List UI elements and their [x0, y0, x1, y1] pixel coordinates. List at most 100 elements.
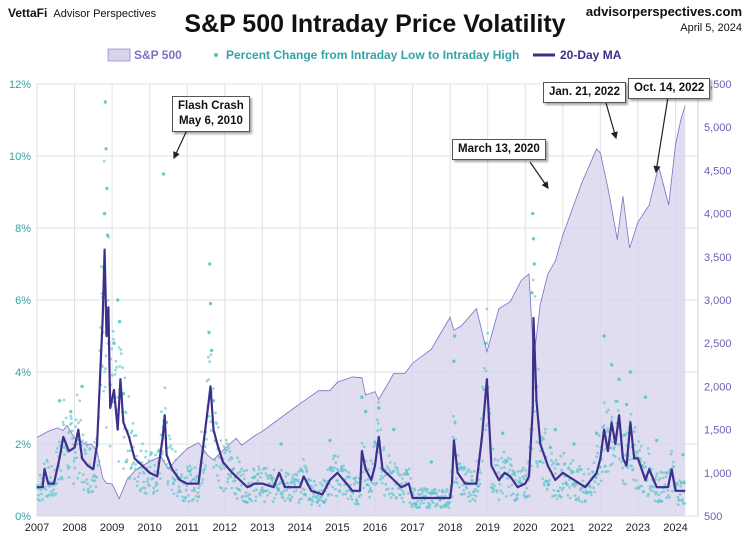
volatility-dot [434, 491, 438, 495]
volatility-dot [420, 499, 423, 502]
volatility-dot [491, 447, 495, 451]
volatility-dot [509, 457, 513, 461]
volatility-dot [652, 485, 655, 489]
y-left-tick-label: 10% [9, 151, 31, 163]
volatility-dot [253, 474, 257, 478]
volatility-dot [542, 481, 546, 485]
site-url[interactable]: advisorperspectives.com [585, 4, 742, 19]
volatility-dot [285, 488, 289, 492]
volatility-dot [406, 473, 410, 476]
volatility-dot [85, 478, 88, 481]
volatility-dot [599, 465, 602, 469]
volatility-dot [359, 493, 362, 497]
volatility-dot [479, 471, 482, 475]
volatility-dot [637, 486, 641, 490]
volatility-dot [523, 491, 526, 494]
volatility-dot [82, 473, 85, 476]
volatility-dot [591, 470, 595, 474]
volatility-dot [514, 478, 518, 482]
volatility-dot [660, 499, 664, 503]
volatility-dot [381, 476, 385, 480]
volatility-dot [469, 494, 472, 497]
volatility-dot [173, 478, 177, 482]
volatility-dot [100, 265, 103, 268]
volatility-dot [81, 433, 85, 437]
volatility-dot [555, 497, 559, 501]
volatility-dot [518, 479, 522, 483]
volatility-dot [518, 476, 522, 480]
x-tick-label: 2008 [62, 522, 86, 534]
volatility-dot [584, 489, 588, 492]
volatility-dot [293, 483, 297, 487]
volatility-dot-notable [112, 341, 116, 345]
volatility-dot [554, 493, 558, 497]
volatility-dot [617, 409, 620, 413]
volatility-dot [209, 353, 213, 357]
volatility-dot [223, 451, 227, 455]
volatility-dot [672, 465, 676, 469]
volatility-dot-notable [207, 330, 211, 335]
volatility-dot [171, 476, 175, 480]
x-tick-label: 2017 [400, 522, 424, 534]
volatility-dot [376, 429, 380, 433]
volatility-dot [152, 486, 156, 490]
volatility-dot [467, 491, 471, 495]
volatility-dot [399, 487, 403, 491]
x-tick-label: 2020 [513, 522, 537, 534]
volatility-dot [362, 445, 366, 448]
volatility-dot [222, 445, 226, 449]
volatility-dot [559, 495, 563, 499]
volatility-dot [498, 482, 502, 486]
volatility-dot [89, 485, 92, 488]
volatility-dot [410, 505, 414, 509]
volatility-dot [286, 497, 290, 500]
volatility-dot [75, 393, 79, 397]
volatility-dot [185, 476, 189, 479]
volatility-dot [137, 466, 141, 470]
volatility-dot [550, 452, 554, 455]
x-tick-label: 2016 [363, 522, 387, 534]
volatility-dot [146, 480, 149, 484]
volatility-dot [426, 488, 430, 491]
volatility-dot [462, 488, 466, 492]
volatility-dot [334, 487, 337, 491]
volatility-dot [639, 457, 642, 460]
volatility-dot [452, 414, 455, 418]
volatility-dot [299, 490, 303, 494]
volatility-dot [558, 486, 562, 490]
volatility-dot [560, 488, 564, 492]
volatility-dot [38, 473, 42, 477]
volatility-dot [392, 493, 395, 497]
volatility-dot [577, 496, 581, 500]
volatility-dot [666, 470, 669, 474]
volatility-dot [151, 458, 154, 462]
volatility-dot [545, 487, 549, 491]
volatility-dot [376, 421, 380, 425]
volatility-dot [369, 486, 372, 490]
volatility-dot [417, 489, 421, 492]
volatility-dot [622, 482, 626, 485]
volatility-dot [96, 464, 100, 467]
volatility-dot [77, 421, 80, 425]
volatility-dot [552, 489, 556, 492]
volatility-dot [667, 496, 671, 499]
x-tick-label: 2012 [213, 522, 237, 534]
volatility-dot [370, 489, 374, 493]
volatility-dot [573, 485, 577, 488]
volatility-dot [332, 469, 335, 472]
volatility-dot [260, 486, 264, 489]
volatility-dot [593, 490, 596, 494]
volatility-dot [670, 449, 673, 453]
volatility-dot [572, 470, 576, 474]
volatility-dot [334, 461, 338, 465]
volatility-dot [679, 484, 682, 488]
volatility-dot-notable [161, 172, 166, 176]
volatility-dot [43, 485, 47, 489]
volatility-dot [509, 493, 513, 497]
volatility-dot [97, 459, 101, 463]
volatility-dot [72, 482, 75, 486]
volatility-dot [349, 495, 353, 498]
volatility-dot [499, 489, 503, 493]
volatility-dot [637, 440, 641, 443]
volatility-dot [465, 487, 469, 490]
